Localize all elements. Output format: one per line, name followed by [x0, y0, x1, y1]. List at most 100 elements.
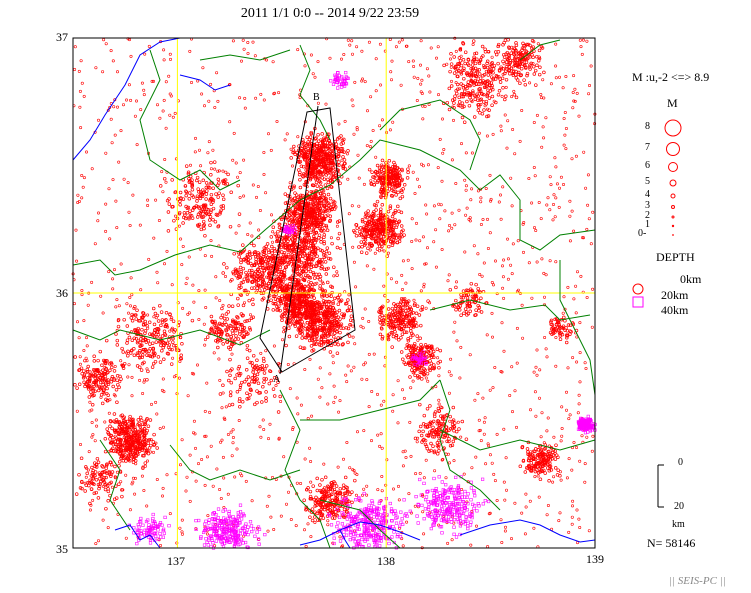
event-dot — [341, 326, 346, 331]
event-dot — [118, 380, 122, 384]
event-dot — [530, 296, 534, 300]
event-dot — [113, 394, 117, 398]
event-dot — [447, 370, 451, 374]
event-dot — [363, 80, 367, 84]
event-dot — [325, 294, 329, 298]
event-dot — [482, 432, 486, 436]
event-dot — [371, 213, 375, 218]
event-dot — [292, 288, 296, 293]
event-dot — [304, 273, 308, 277]
event-dot — [352, 260, 356, 264]
event-dot — [321, 189, 326, 193]
event-dot — [546, 196, 550, 200]
event-dot — [304, 217, 308, 222]
event-dot — [73, 45, 77, 49]
event-dot — [360, 377, 364, 381]
event-dot — [583, 480, 587, 484]
event-dot — [447, 107, 452, 112]
event-dot — [314, 342, 318, 347]
event-dot — [251, 40, 255, 44]
event-dot — [505, 146, 509, 150]
event-dot — [244, 479, 248, 483]
event-dot — [502, 349, 506, 353]
event-dot — [480, 44, 485, 49]
event-dot — [321, 331, 326, 336]
event-dot — [449, 62, 454, 66]
event-dot — [495, 498, 499, 502]
event-dot — [362, 240, 366, 244]
event-dot — [409, 386, 413, 390]
event-dot — [257, 228, 261, 232]
event-dot — [490, 461, 494, 465]
event-dot — [559, 439, 563, 443]
event-dot — [208, 223, 212, 228]
event-dot — [432, 204, 436, 208]
event-dot — [206, 151, 210, 155]
event-dot — [238, 472, 242, 476]
event-dot — [303, 147, 308, 152]
event-dot — [82, 348, 86, 352]
event-dot — [554, 165, 558, 169]
event-dot — [422, 532, 426, 536]
event-dot — [197, 462, 201, 466]
event-dot — [287, 221, 292, 225]
event-dot — [291, 150, 295, 155]
event-dot — [350, 52, 354, 56]
event-dot — [400, 388, 404, 392]
event-dot — [528, 408, 532, 412]
event-dot — [324, 214, 328, 218]
event-dot — [506, 38, 510, 42]
event-dot — [229, 190, 233, 195]
event-dot — [324, 147, 328, 152]
event-dot — [127, 363, 131, 367]
event-dot — [187, 311, 191, 315]
event-dot — [406, 167, 410, 171]
event-dot — [463, 50, 468, 54]
event-dot — [99, 395, 103, 399]
event-dot — [495, 292, 499, 296]
event-dot — [523, 82, 528, 87]
event-dot — [203, 254, 207, 258]
event-dot — [298, 305, 303, 309]
event-dot — [352, 365, 356, 369]
event-dot — [362, 243, 367, 247]
event-dot — [178, 202, 182, 207]
event-dot — [462, 68, 466, 72]
event-dot — [365, 493, 369, 497]
event-dot — [534, 414, 538, 418]
event-dot — [295, 440, 299, 444]
event-dot — [346, 332, 350, 336]
event-dot — [432, 240, 436, 244]
event-dot — [204, 434, 208, 438]
event-dot — [496, 42, 501, 47]
event-dot — [460, 101, 465, 105]
event-dot — [205, 532, 209, 536]
event-dot — [155, 446, 159, 450]
event-dot — [184, 489, 188, 493]
event-dot — [288, 323, 292, 327]
event-dot — [143, 464, 147, 468]
event-dot — [458, 58, 463, 63]
event-dot — [299, 323, 304, 328]
event-dot — [381, 214, 385, 219]
event-dot — [329, 167, 334, 172]
event-dot — [75, 409, 79, 413]
event-dot — [306, 333, 310, 337]
event-dot — [204, 181, 209, 185]
event-dot — [170, 283, 174, 287]
event-dot — [437, 523, 441, 527]
event-dot — [443, 209, 447, 213]
event-dot — [322, 193, 327, 197]
event-dot — [500, 94, 504, 98]
event-dot — [111, 59, 115, 63]
event-dot — [454, 182, 458, 186]
event-dot — [416, 76, 420, 80]
event-dot — [317, 174, 321, 179]
event-dot — [484, 187, 488, 191]
event-dot — [393, 189, 398, 193]
event-dot — [567, 457, 571, 461]
event-dot — [373, 251, 377, 255]
event-dot — [397, 209, 401, 214]
event-dot — [283, 201, 288, 205]
event-dot — [557, 205, 561, 209]
